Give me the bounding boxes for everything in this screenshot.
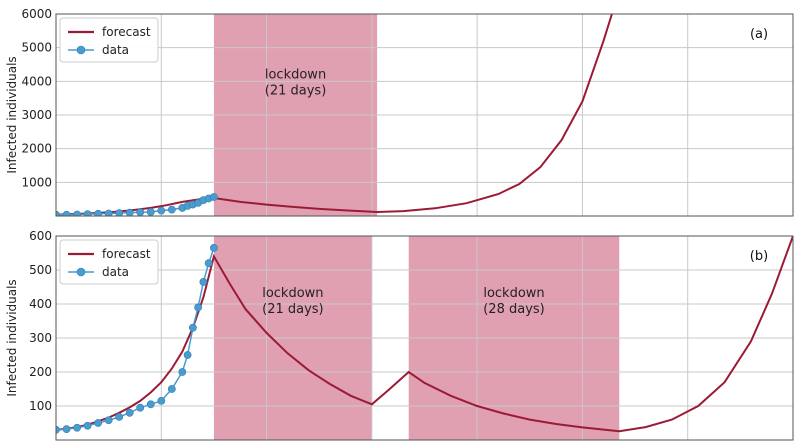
- y-axis-label: Infected individuals: [5, 279, 19, 396]
- panel-b: lockdown(21 days)lockdown(28 days)100200…: [5, 229, 794, 441]
- y-tick-label: 300: [29, 331, 52, 345]
- lockdown-label: lockdown: [262, 286, 323, 301]
- panel-label: (b): [750, 249, 768, 264]
- data-point: [178, 368, 187, 376]
- data-point: [94, 419, 103, 427]
- data-point: [157, 206, 166, 215]
- data-point: [104, 209, 113, 216]
- data-point: [73, 210, 81, 216]
- y-tick-label: 400: [29, 297, 52, 311]
- data-point: [115, 209, 124, 216]
- y-tick-label: 600: [29, 229, 52, 243]
- data-point: [183, 351, 192, 359]
- panel-label: (a): [750, 27, 768, 42]
- data-point: [167, 385, 176, 393]
- data-point: [157, 396, 166, 405]
- series-group: [56, 236, 793, 434]
- forecast-line: [56, 14, 613, 216]
- data-point: [83, 210, 92, 216]
- data-point: [210, 243, 218, 252]
- y-tick-label: 2000: [21, 142, 52, 156]
- data-point: [62, 425, 71, 434]
- data-point: [94, 209, 103, 216]
- legend-data-swatch-marker: [76, 45, 86, 55]
- data-point: [73, 423, 81, 432]
- lockdown-label: (21 days): [262, 302, 324, 317]
- legend-data-label: data: [102, 265, 129, 279]
- y-tick-label: 1000: [21, 175, 52, 189]
- data-point: [83, 421, 92, 430]
- legend-forecast-label: forecast: [102, 247, 151, 261]
- data-point: [104, 416, 113, 425]
- data-point: [115, 412, 124, 421]
- y-tick-label: 5000: [21, 41, 52, 55]
- data-point: [188, 323, 197, 332]
- plot-frame: [55, 13, 794, 217]
- plot-frame: [55, 235, 794, 441]
- data-point: [125, 408, 134, 417]
- y-tick-label: 500: [29, 263, 52, 277]
- data-point: [62, 210, 71, 216]
- panel-a: lockdown(21 days) 1000 2000 3000 4000 5000 600…: [5, 7, 794, 217]
- lockdown-label: (21 days): [265, 84, 327, 99]
- lockdown-label: lockdown: [265, 68, 326, 83]
- y-tick-label: 100: [29, 399, 52, 413]
- data-point: [146, 208, 155, 216]
- data-point: [194, 303, 203, 312]
- data-point: [204, 259, 213, 268]
- legend-data-label: data: [102, 43, 129, 57]
- data-point: [136, 403, 145, 412]
- data-point: [167, 205, 176, 214]
- y-tick-label: 4000: [21, 74, 52, 88]
- legend-data-swatch-marker: [76, 267, 86, 277]
- y-tick-label: 6000: [21, 7, 52, 21]
- data-point: [146, 400, 155, 409]
- forecast-line: [56, 236, 793, 433]
- data-point: [136, 208, 145, 216]
- y-tick-label: 3000: [21, 108, 52, 122]
- series-group: [56, 14, 613, 216]
- y-tick-label: 200: [29, 365, 52, 379]
- legend-forecast-label: forecast: [102, 25, 151, 39]
- lockdown-label: lockdown: [483, 286, 544, 301]
- data-point: [199, 277, 208, 286]
- y-axis-label: Infected individuals: [5, 56, 19, 173]
- data-point: [210, 193, 218, 201]
- lockdown-label: (28 days): [483, 302, 545, 317]
- data-point: [125, 208, 134, 216]
